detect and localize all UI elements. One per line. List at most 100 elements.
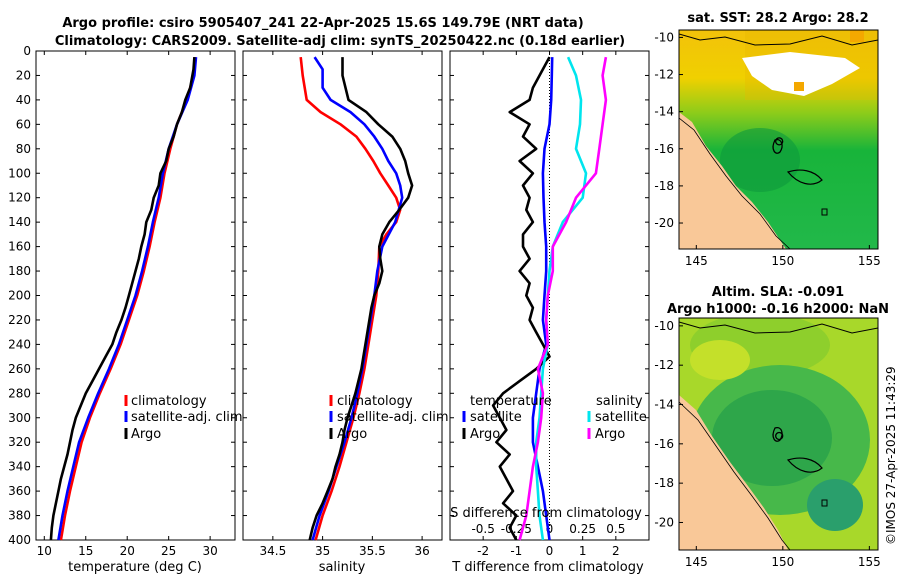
s-diff-tick-label: -0.5 [471, 522, 494, 536]
t-difference-xlabel: T difference from climatology [451, 560, 644, 575]
series-s-argo [518, 56, 608, 541]
depth-tick-label: 20 [16, 68, 31, 82]
salinity-legend: climatology satellite-adj. clim Argo [329, 394, 449, 442]
difference-series [491, 51, 608, 541]
map-x-tick-label: 155 [858, 254, 881, 268]
s-diff-tick-label: 0.5 [606, 522, 625, 536]
map-x-tick-label: 145 [685, 555, 708, 569]
salinity-series [299, 56, 414, 541]
difference-legend: temperature satellite Argo salinity sate… [462, 394, 647, 442]
map-y-tick-label: -20 [654, 515, 674, 529]
legend-s-argo-label: Argo [595, 427, 625, 442]
title-line-1: Argo profile: csiro 5905407_241 22-Apr-2… [62, 16, 583, 31]
sla-map-ticks: 145 150 155 -10 -12 -14 -16 -18 -20 [654, 319, 880, 569]
legend-satellite-label-2: satellite-adj. clim [337, 410, 449, 425]
sla-png-coast [679, 321, 878, 334]
temperature-xlabel: temperature (deg C) [68, 560, 202, 575]
sla-eddy-1 [712, 390, 832, 486]
legend-argo-label: Argo [131, 427, 161, 442]
depth-tick-label: 120 [8, 191, 31, 205]
x-tick-label: 0 [546, 544, 554, 558]
salinity-x-ticks: 34.5 35 35.5 36 [259, 51, 430, 558]
x-tick-label: 35 [315, 544, 330, 558]
sst-reef-1 [772, 139, 783, 154]
map-y-tick-label: -10 [654, 30, 674, 44]
legend-s-satellite-label: satellite [595, 410, 647, 425]
sla-high-patch [690, 340, 750, 380]
sst-pixel-b [794, 82, 804, 91]
sst-reef-3 [821, 208, 828, 216]
sst-map [679, 30, 878, 249]
map-y-tick-label: -14 [654, 398, 674, 412]
depth-tick-label: 160 [8, 240, 31, 254]
sst-cool-eddy [720, 128, 800, 192]
sst-reef-2 [786, 169, 823, 185]
series-climatology [299, 56, 402, 541]
depth-tick-label: 280 [8, 386, 31, 400]
sla-argo-marker [775, 431, 784, 441]
map-y-tick-label: -20 [654, 216, 674, 230]
sla-reef-3 [821, 499, 828, 507]
depth-tick-label: 80 [16, 142, 31, 156]
series-t-argo [491, 56, 551, 541]
x-tick-label: 35.5 [359, 544, 386, 558]
legend-t-satellite-label: satellite [470, 410, 522, 425]
map-y-tick-label: -16 [654, 142, 674, 156]
x-tick-label: 25 [161, 544, 176, 558]
sst-map-frame [678, 29, 879, 250]
map-x-tick-label: 145 [685, 254, 708, 268]
temperature-series [49, 56, 198, 541]
title-line-2: Climatology: CARS2009. Satellite-adj cli… [55, 34, 625, 49]
sst-land-australia [679, 112, 786, 249]
legend-climatology-label: climatology [131, 394, 207, 409]
depth-tick-label: 300 [8, 411, 31, 425]
legend-climatology-label-2: climatology [337, 394, 413, 409]
x-tick-label: 36 [414, 544, 429, 558]
map-y-tick-label: -16 [654, 437, 674, 451]
sla-reef-2 [786, 457, 823, 473]
legend-temperature-heading: temperature [470, 394, 552, 409]
x-tick-label: -2 [477, 544, 489, 558]
series-argo [308, 57, 414, 541]
depth-tick-label: 340 [8, 460, 31, 474]
s-difference-xlabel: S difference from climatology [450, 506, 642, 521]
depth-tick-label: 200 [8, 289, 31, 303]
depth-tick-label: 360 [8, 484, 31, 498]
sla-land-australia [679, 395, 788, 550]
legend-satellite-label: satellite-adj. clim [131, 410, 243, 425]
map-x-tick-label: 150 [771, 555, 794, 569]
sla-map-title-2: Argo h1000: -0.16 h2000: NaN [667, 302, 889, 317]
sst-cloud-mask [742, 52, 860, 96]
series-argo [49, 57, 196, 541]
depth-tick-label: 40 [16, 93, 31, 107]
temperature-x-ticks: 10 15 20 25 30 [37, 51, 218, 558]
depth-tick-label: 320 [8, 435, 31, 449]
x-tick-label: -1 [510, 544, 522, 558]
depth-tick-label: 60 [16, 117, 31, 131]
x-tick-label: 1 [579, 544, 587, 558]
depth-axis-ticks: 0 20 40 60 80 100 120 140 160 180 200 220 240 260 280 3… [8, 44, 649, 547]
map-y-tick-label: -18 [654, 476, 674, 490]
s-diff-tick-label: -0.25 [501, 522, 532, 536]
depth-tick-label: 240 [8, 337, 31, 351]
x-tick-label: 2 [612, 544, 620, 558]
sla-map-frame [678, 317, 879, 551]
temperature-legend: climatology satellite-adj. clim Argo [124, 394, 243, 442]
depth-tick-label: 140 [8, 215, 31, 229]
sst-pixel-a [850, 30, 864, 42]
series-satellite [311, 56, 404, 541]
sst-png-coast [679, 33, 878, 46]
depth-tick-label: 260 [8, 362, 31, 376]
depth-tick-label: 380 [8, 509, 31, 523]
x-tick-label: 20 [120, 544, 135, 558]
legend-argo-label-2: Argo [337, 427, 367, 442]
depth-tick-label: 220 [8, 313, 31, 327]
map-x-tick-label: 150 [771, 254, 794, 268]
map-y-tick-label: -14 [654, 105, 674, 119]
x-tick-label: 15 [78, 544, 93, 558]
salinity-xlabel: salinity [319, 560, 366, 575]
sst-argo-marker [775, 137, 784, 146]
sla-map [679, 318, 878, 550]
sla-map-title-1: Altim. SLA: -0.091 [712, 285, 844, 300]
